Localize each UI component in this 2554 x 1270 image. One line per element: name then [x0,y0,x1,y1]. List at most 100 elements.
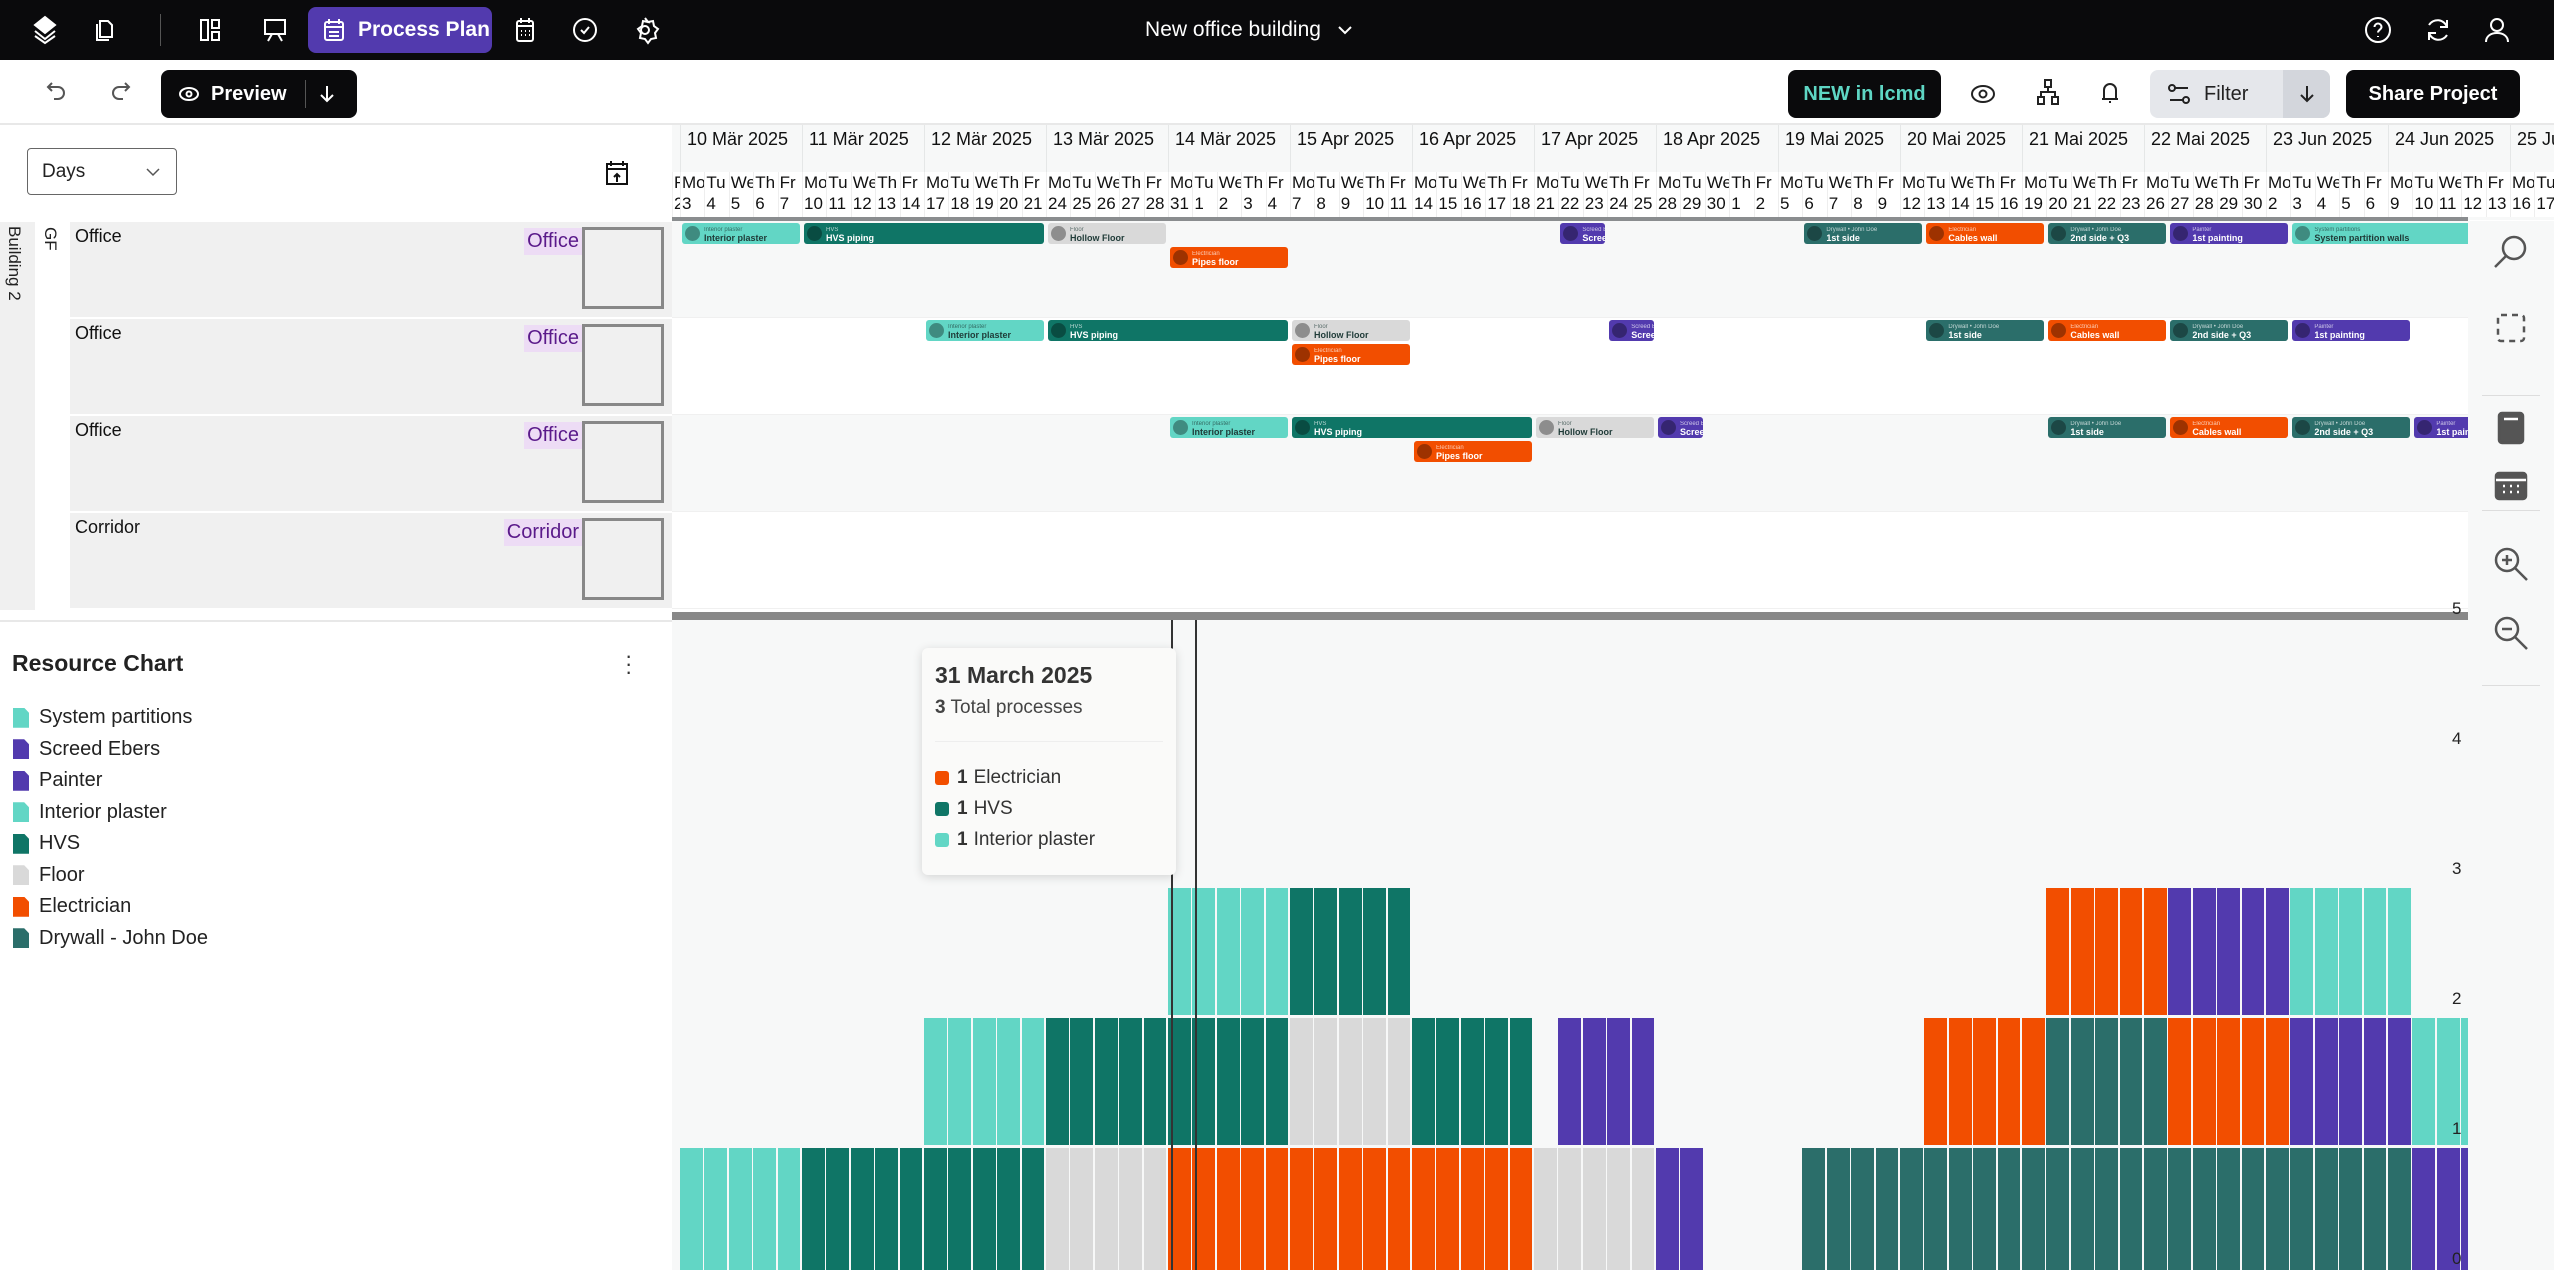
filter-dropdown-button[interactable] [2283,70,2330,118]
chart-bar-segment[interactable] [2363,1018,2387,1145]
refresh-icon[interactable] [2422,14,2454,46]
chart-bar-segment[interactable] [1265,888,1289,1015]
chart-bar-segment[interactable] [997,1018,1021,1145]
zoom-out-icon[interactable] [2490,612,2532,654]
legend-item[interactable]: Screed Ebers [13,734,208,766]
chart-bar-segment[interactable] [924,1018,947,1145]
chart-bar-segment[interactable] [2070,1018,2094,1145]
chart-bar-segment[interactable] [1412,1018,1435,1145]
chart-bar-segment[interactable] [1338,1018,1362,1145]
chart-bar-segment[interactable] [2119,1018,2143,1145]
chart-bar-segment[interactable] [704,1148,728,1270]
chart-bar-segment[interactable] [2266,1018,2289,1145]
filter-button[interactable]: Filter [2150,70,2330,118]
hierarchy-icon[interactable] [2033,77,2063,112]
chart-bar-segment[interactable] [1485,1018,1509,1145]
task-bar[interactable]: Screed EbersScreed [1560,223,1606,244]
chart-bar-segment[interactable] [1265,1018,1289,1145]
task-bar[interactable]: Interior plaster Interior plaster [1170,417,1288,438]
chart-bar-segment[interactable] [2241,888,2265,1015]
chart-bar-segment[interactable] [1070,1148,1094,1270]
chart-bar-segment[interactable] [1094,1148,1118,1270]
chart-bar-segment[interactable] [1143,1148,1167,1270]
chart-bar-segment[interactable] [850,1148,874,1270]
chart-bar-segment[interactable] [2290,1148,2314,1270]
gear-icon[interactable] [629,14,661,46]
chart-bar-segment[interactable] [1241,1148,1265,1270]
location-thumbnail[interactable] [582,324,664,406]
chart-bar-segment[interactable] [1534,1148,1557,1270]
chart-bar-segment[interactable] [1607,1148,1631,1270]
chart-bar-segment[interactable] [1558,1148,1582,1270]
chart-bar-segment[interactable] [2412,1148,2436,1270]
chart-bar-segment[interactable] [1509,1018,1533,1145]
chart-bar-segment[interactable] [899,1148,923,1270]
chart-bar-segment[interactable] [1168,888,1191,1015]
chart-bar-segment[interactable] [875,1148,899,1270]
chart-bar-segment[interactable] [1460,1148,1484,1270]
chart-bar-segment[interactable] [1997,1018,2021,1145]
chart-bar-segment[interactable] [1168,1148,1191,1270]
calendar-export-icon[interactable] [605,160,629,191]
chart-bar-segment[interactable] [1046,1018,1069,1145]
chart-bar-segment[interactable] [2388,1148,2411,1270]
chart-bar-segment[interactable] [2290,1018,2314,1145]
legend-item[interactable]: Painter [13,765,208,797]
chart-bar-segment[interactable] [2168,1148,2192,1270]
chart-bar-segment[interactable] [1802,1148,1826,1270]
chart-bar-segment[interactable] [2168,1018,2192,1145]
chart-bar-segment[interactable] [2168,888,2192,1015]
chart-bar-segment[interactable] [1338,888,1362,1015]
chart-bar-segment[interactable] [1973,1018,1997,1145]
panel-splitter[interactable] [672,612,2468,620]
chart-bar-segment[interactable] [2412,1018,2436,1145]
task-bar[interactable]: Drywall • John Doe 1st side [2048,417,2167,438]
task-bar[interactable]: Electrician Pipes floor [1170,247,1288,268]
chart-bar-segment[interactable] [753,1148,777,1270]
task-bar[interactable]: HVS HVS piping [804,223,1044,244]
chart-bar-segment[interactable] [2339,888,2363,1015]
chart-bar-segment[interactable] [2363,1148,2387,1270]
task-bar[interactable]: Interior plaster Interior plaster [682,223,800,244]
arrow-down-icon[interactable] [316,83,338,105]
chart-bar-segment[interactable] [1119,1148,1143,1270]
chart-bar-segment[interactable] [1924,1018,1948,1145]
chart-bar-segment[interactable] [1387,888,1411,1015]
chart-bar-segment[interactable] [1192,1148,1216,1270]
chart-bar-segment[interactable] [2022,1148,2045,1270]
task-bar[interactable]: Electrician Cables wall [2170,417,2289,438]
calendar-icon[interactable] [509,14,541,46]
location-thumbnail[interactable] [582,421,664,503]
chart-bar-segment[interactable] [1558,1018,1582,1145]
task-bar[interactable]: Drywall • John Doe 1st side [1804,223,1923,244]
chart-bar-segment[interactable] [2314,1148,2338,1270]
task-bar[interactable]: Interior plaster Interior plaster [926,320,1044,341]
chart-bar-segment[interactable] [1948,1018,1972,1145]
chart-bar-segment[interactable] [1436,1018,1460,1145]
chart-bar-segment[interactable] [2388,1018,2411,1145]
chart-bar-segment[interactable] [1680,1148,1704,1270]
task-bar[interactable]: Floor Hollow Floor [1048,223,1166,244]
help-icon[interactable] [2362,14,2394,46]
chart-bar-segment[interactable] [2314,1018,2338,1145]
chart-bar-segment[interactable] [2339,1148,2363,1270]
chart-bar-segment[interactable] [777,1148,801,1270]
task-bar[interactable]: Screed EbersScreed [1658,417,1703,438]
select-area-icon[interactable] [2490,307,2532,349]
chart-bar-segment[interactable] [1460,1018,1484,1145]
chart-bar-segment[interactable] [2461,1018,2468,1145]
legend-item[interactable]: System partitions [13,702,208,734]
chart-bar-segment[interactable] [1387,1148,1411,1270]
location-thumbnail[interactable] [582,227,664,309]
location-row[interactable]: Corridor Corridor [70,513,672,608]
search-icon[interactable] [2490,231,2532,273]
legend-item[interactable]: Interior plaster [13,797,208,829]
location-thumbnail[interactable] [582,518,664,600]
chart-bar-segment[interactable] [1314,1148,1338,1270]
chart-bar-segment[interactable] [1948,1148,1972,1270]
chart-bar-segment[interactable] [2046,1018,2070,1145]
chart-bar-segment[interactable] [2363,888,2387,1015]
task-bar[interactable]: Electrician Pipes floor [1292,344,1410,365]
location-row[interactable]: Office Office [70,222,672,317]
chart-bar-segment[interactable] [1021,1018,1045,1145]
